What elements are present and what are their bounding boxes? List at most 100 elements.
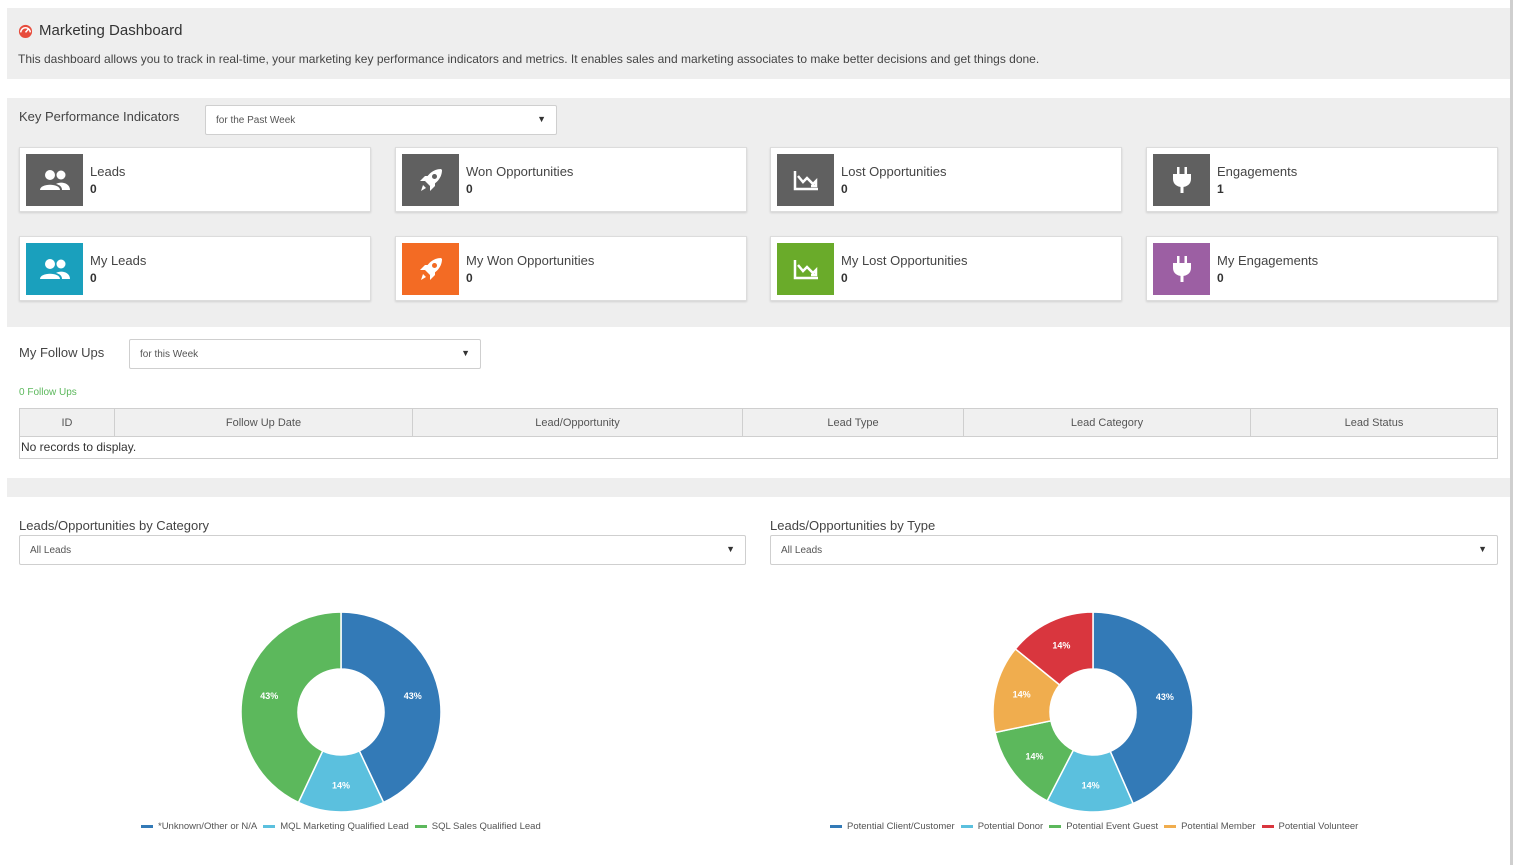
plug-icon <box>1153 243 1210 295</box>
kpi-label: Key Performance Indicators <box>19 109 180 124</box>
page-title: Marketing Dashboard <box>39 22 183 39</box>
follow-ups-grid: ID Follow Up Date Lead/Opportunity Lead … <box>19 408 1498 459</box>
legend-label: Potential Member <box>1181 821 1256 832</box>
donut-slice-potential-volunteer[interactable] <box>1014 611 1094 686</box>
legend-swatch <box>141 825 153 828</box>
category-chart-legend: *Unknown/Other or N/A MQL Marketing Quali… <box>141 821 547 832</box>
rocket-icon <box>402 243 459 295</box>
legend-swatch <box>1049 825 1062 828</box>
follow-ups-period-value: for this Week <box>140 349 199 360</box>
type-chart-title: Leads/Opportunities by Type <box>770 518 936 533</box>
column-header-lead-type[interactable]: Lead Type <box>743 409 964 437</box>
category-filter-value: All Leads <box>30 545 72 556</box>
plug-icon <box>1153 154 1210 206</box>
donut-slice-unknown-other-or-n-a[interactable] <box>340 611 442 804</box>
chart-down-icon <box>777 154 834 206</box>
kpi-card-lost-opportunities[interactable]: Lost Opportunities 0 <box>770 147 1122 212</box>
legend-swatch <box>960 825 973 828</box>
type-donut-chart: 43% 14% 14% 14% 14% <box>992 611 1194 813</box>
legend-label: Potential Donor <box>977 821 1044 832</box>
grid-header: ID Follow Up Date Lead/Opportunity Lead … <box>20 409 1497 437</box>
rocket-icon <box>402 154 459 206</box>
donut-data-label: 43% <box>260 691 278 701</box>
legend-swatch <box>263 825 276 828</box>
chevron-down-icon: ▼ <box>461 348 470 358</box>
legend-label: *Unknown/Other or N/A <box>158 821 258 832</box>
legend-item-potential-donor[interactable]: Potential Donor <box>960 821 1044 832</box>
kpi-card-my-won-opportunities[interactable]: My Won Opportunities 0 <box>395 236 747 301</box>
donut-data-label: 14% <box>1026 752 1044 762</box>
chevron-down-icon: ▼ <box>726 544 735 554</box>
type-chart-legend: Potential Client/Customer Potential Donor… <box>830 821 1364 832</box>
kpi-card-label: My Leads <box>90 253 147 268</box>
title-row: Marketing Dashboard <box>18 22 182 39</box>
kpi-card-my-engagements[interactable]: My Engagements 0 <box>1146 236 1498 301</box>
kpi-card-my-lost-opportunities[interactable]: My Lost Opportunities 0 <box>770 236 1122 301</box>
donut-slice-potential-client-customer[interactable] <box>1092 611 1194 805</box>
kpi-card-value: 0 <box>1217 271 1224 285</box>
category-chart-title: Leads/Opportunities by Category <box>19 518 210 533</box>
column-header-follow-up-date[interactable]: Follow Up Date <box>115 409 413 437</box>
kpi-card-value: 0 <box>841 182 848 196</box>
kpi-period-value: for the Past Week <box>216 115 296 126</box>
legend-item-sql-sales-qualified-lead[interactable]: SQL Sales Qualified Lead <box>414 821 541 832</box>
type-filter-value: All Leads <box>781 545 823 556</box>
follow-ups-section: My Follow Ups for this Week ▼ 0 Follow U… <box>7 327 1510 478</box>
chart-down-icon <box>777 243 834 295</box>
users-icon <box>26 243 83 295</box>
kpi-card-leads[interactable]: Leads 0 <box>19 147 371 212</box>
kpi-card-value: 0 <box>466 182 473 196</box>
donut-slice-sql-sales-qualified-lead[interactable] <box>240 611 342 804</box>
legend-label: SQL Sales Qualified Lead <box>431 821 541 832</box>
kpi-card-label: My Engagements <box>1217 253 1319 268</box>
kpi-card-label: My Lost Opportunities <box>841 253 968 268</box>
legend-item-potential-event-guest[interactable]: Potential Event Guest <box>1049 821 1158 832</box>
dashboard-header: Marketing Dashboard This dashboard allow… <box>7 8 1510 79</box>
kpi-card-label: Won Opportunities <box>466 164 574 179</box>
kpi-card-value: 1 <box>1217 182 1224 196</box>
column-header-lead-status[interactable]: Lead Status <box>1344 417 1404 429</box>
category-chart-filter-select[interactable]: All Leads ▼ <box>19 535 746 565</box>
kpi-card-value: 0 <box>841 271 848 285</box>
legend-item-potential-member[interactable]: Potential Member <box>1164 821 1256 832</box>
dashboard-gauge-icon <box>18 24 33 38</box>
legend-swatch <box>830 825 842 828</box>
type-chart-filter-select[interactable]: All Leads ▼ <box>770 535 1498 565</box>
legend-item-potential-volunteer[interactable]: Potential Volunteer <box>1261 821 1359 832</box>
section-divider <box>7 478 1510 497</box>
users-icon <box>26 154 83 206</box>
donut-data-label: 14% <box>1052 641 1070 651</box>
donut-data-label: 43% <box>1156 692 1174 702</box>
kpi-card-label: Leads <box>90 164 126 179</box>
donut-data-label: 14% <box>1013 690 1031 700</box>
chevron-down-icon: ▼ <box>537 114 546 124</box>
page-description: This dashboard allows you to track in re… <box>18 52 1040 66</box>
legend-label: Potential Client/Customer <box>847 821 955 832</box>
legend-label: Potential Event Guest <box>1066 821 1159 832</box>
legend-label: Potential Volunteer <box>1278 821 1359 832</box>
kpi-period-select[interactable]: for the Past Week ▼ <box>205 105 557 135</box>
category-donut-chart: 43% 14% 43% <box>240 611 442 813</box>
legend-swatch <box>1261 825 1274 828</box>
column-header-id[interactable]: ID <box>20 409 115 437</box>
kpi-card-value: 0 <box>90 182 97 196</box>
follow-ups-label: My Follow Ups <box>19 345 105 360</box>
donut-data-label: 14% <box>332 781 350 791</box>
kpi-card-engagements[interactable]: Engagements 1 <box>1146 147 1498 212</box>
follow-ups-period-select[interactable]: for this Week ▼ <box>129 339 481 369</box>
kpi-card-value: 0 <box>466 271 473 285</box>
kpi-card-won-opportunities[interactable]: Won Opportunities 0 <box>395 147 747 212</box>
kpi-card-label: Lost Opportunities <box>841 164 947 179</box>
legend-label: MQL Marketing Qualified Lead <box>280 821 409 832</box>
column-header-lead-category[interactable]: Lead Category <box>964 409 1251 437</box>
page-scrollbar[interactable] <box>1510 0 1513 865</box>
column-header-lead-opportunity[interactable]: Lead/Opportunity <box>413 409 743 437</box>
legend-swatch <box>414 825 427 828</box>
legend-item-unknown-other-or-n-a[interactable]: *Unknown/Other or N/A <box>141 821 257 832</box>
legend-swatch <box>1164 825 1177 828</box>
legend-item-potential-client-customer[interactable]: Potential Client/Customer <box>830 821 955 832</box>
follow-ups-count: 0 Follow Ups <box>19 387 77 398</box>
grid-empty-message: No records to display. <box>21 440 137 454</box>
legend-item-mql-marketing-qualified-lead[interactable]: MQL Marketing Qualified Lead <box>263 821 409 832</box>
kpi-card-my-leads[interactable]: My Leads 0 <box>19 236 371 301</box>
